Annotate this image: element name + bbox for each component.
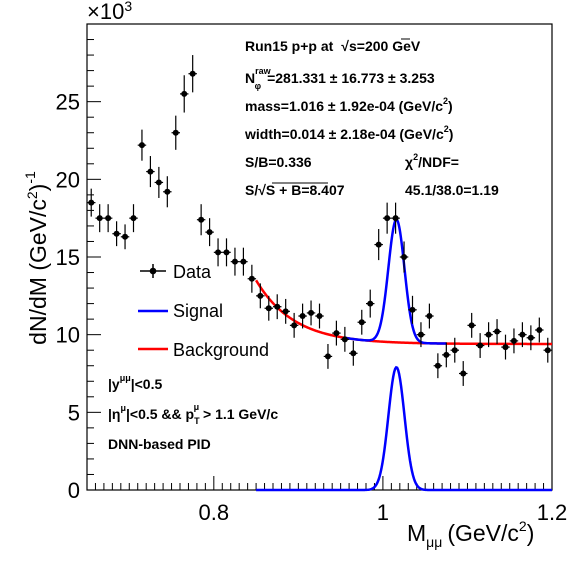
- data-point: [399, 241, 409, 273]
- data-point: [332, 320, 341, 346]
- run-info: Run15 p+p at √s=200 GeV: [245, 38, 421, 54]
- data-point: [298, 303, 307, 329]
- x-axis-title: Mμμ (GeV/c2): [407, 518, 534, 550]
- data-point: [543, 337, 552, 363]
- y-multiplier: ×103: [87, 0, 132, 24]
- data-point: [196, 204, 206, 236]
- legend: Data Signal Background: [138, 262, 269, 360]
- data-point: [306, 300, 316, 326]
- data-point: [450, 337, 459, 363]
- y-tick-label: 0: [68, 478, 80, 503]
- data-point: [103, 204, 113, 233]
- rapidity-cut: |yμμ|<0.5: [108, 373, 162, 392]
- y-axis-title: dN/dM (GeV/c2)-1: [22, 171, 51, 345]
- eta-pt-cut: |ημ|<0.5 && pTμ > 1.1 GeV/c: [108, 402, 278, 426]
- data-point: [205, 218, 214, 247]
- data-point: [374, 229, 383, 261]
- sb-info: S/B=0.336: [245, 154, 312, 170]
- data-point: [239, 247, 248, 276]
- x-tick-label: 1.2: [537, 500, 568, 525]
- data-point: [230, 247, 240, 276]
- data-point: [349, 340, 358, 366]
- data-points: [87, 55, 552, 386]
- data-point: [95, 204, 104, 233]
- chi2-value: 45.1/38.0=1.19: [405, 182, 499, 198]
- data-point: [87, 188, 96, 217]
- data-point: [247, 264, 257, 293]
- background-fit-curve: [255, 279, 552, 346]
- y-tick-label: 5: [68, 400, 80, 425]
- data-point: [171, 115, 180, 150]
- yield-info: Nraw φ =281.331 ± 16.773 ± 3.253: [245, 66, 435, 91]
- data-point: [213, 238, 223, 267]
- data-point: [484, 322, 493, 348]
- data-point: [146, 156, 155, 188]
- data-point: [416, 322, 426, 348]
- data-point: [137, 129, 147, 161]
- pid-label: DNN-based PID: [108, 436, 211, 452]
- data-point: [442, 342, 451, 368]
- y-tick-label: 20: [56, 167, 80, 192]
- data-point: [120, 224, 130, 250]
- background-curve: [255, 279, 552, 346]
- data-point: [391, 202, 400, 234]
- legend-data-marker: [140, 264, 166, 278]
- y-tick-label: 10: [56, 323, 80, 348]
- data-point: [357, 309, 366, 335]
- data-point: [535, 317, 544, 343]
- signal-fit-curve: [256, 365, 552, 492]
- signal-curve: [256, 365, 552, 492]
- data-point: [323, 343, 333, 369]
- data-point: [315, 303, 324, 329]
- data-point: [180, 75, 189, 113]
- legend-label-signal: Signal: [173, 301, 223, 321]
- significance-info: S/√S + B=8.407: [245, 182, 345, 198]
- data-point: [475, 333, 485, 358]
- data-point: [163, 176, 172, 208]
- data-point: [273, 294, 282, 320]
- y-tick-label: 15: [56, 245, 80, 270]
- data-point: [467, 312, 476, 338]
- data-point: [382, 202, 392, 234]
- data-point: [112, 221, 121, 247]
- data-point: [425, 303, 434, 329]
- data-point: [459, 361, 468, 386]
- y-tick-label: 25: [56, 90, 80, 115]
- data-point: [129, 204, 138, 233]
- data-point: [492, 319, 502, 344]
- data-point: [509, 328, 519, 354]
- data-point: [518, 322, 527, 348]
- y-axis-ticks: 0 5 10 15 20 25: [56, 23, 101, 503]
- data-point: [281, 298, 290, 324]
- data-point: [408, 295, 417, 324]
- data-point: [256, 283, 265, 309]
- data-point: [340, 326, 350, 352]
- legend-label-background: Background: [173, 340, 269, 360]
- legend-label-data: Data: [173, 262, 212, 282]
- data-point: [526, 325, 536, 351]
- fit-annotations: Run15 p+p at √s=200 GeV Nraw φ =281.331 ± 1…: [108, 38, 499, 452]
- data-point: [188, 55, 197, 93]
- mass-info: mass=1.016 ± 1.92e-04 (GeV/c2): [245, 96, 453, 114]
- x-tick-label: 0.8: [199, 500, 230, 525]
- chi2-label: χ2/NDF=: [405, 152, 459, 170]
- width-info: width=0.014 ± 2.18e-04 (GeV/c2): [244, 124, 453, 142]
- x-tick-label: 1: [377, 500, 389, 525]
- data-point: [433, 353, 443, 379]
- data-point: [264, 295, 273, 321]
- data-point: [289, 312, 299, 338]
- data-point: [154, 166, 164, 198]
- data-point: [366, 289, 375, 318]
- data-point: [501, 334, 510, 360]
- data-point: [222, 238, 231, 267]
